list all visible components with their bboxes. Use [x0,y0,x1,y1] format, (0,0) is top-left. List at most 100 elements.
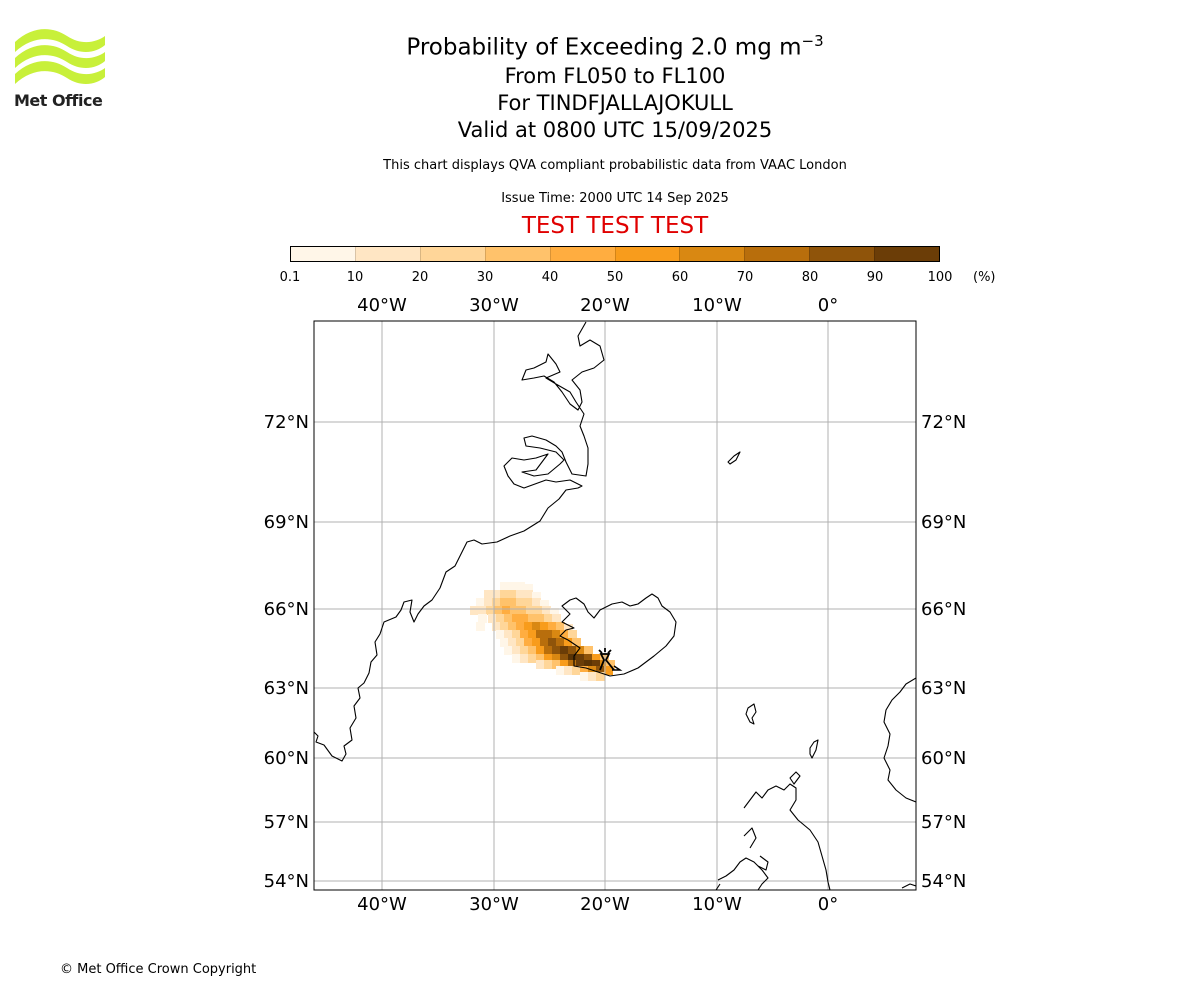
plume-cell [524,584,533,593]
plume-cell [496,630,505,639]
map-graticule [314,321,916,890]
plume-cell [524,622,533,631]
plume-cell [516,622,525,631]
plume-cell [500,638,509,647]
coastline-ireland [715,857,769,890]
copyright-notice: © Met Office Crown Copyright [60,962,257,977]
test-banner: TEST TEST TEST [521,213,709,239]
plume-cell [564,638,573,647]
longitude-label: 40°W [357,295,407,316]
plume-cell [512,630,521,639]
plume-cell [494,606,503,615]
longitude-label: 30°W [469,894,519,915]
plume-cell [486,606,495,615]
met-office-logo [15,29,105,85]
coastline-faroes [745,703,757,725]
plume-cell [526,606,535,615]
coastline-iceland [559,593,677,677]
plume-cell [478,614,487,623]
coastline-jan-mayen [727,451,741,465]
plume-cell [572,666,581,675]
plume-cell [540,638,549,647]
plume-cell [518,606,527,615]
plume-cell [560,654,569,663]
latitude-label: 72°N [264,412,309,433]
coastline-scotland [743,783,831,890]
plume-cell [576,654,585,663]
longitude-label: 20°W [580,894,630,915]
colorbar-segment [291,247,355,261]
latitude-label: 66°N [264,599,309,620]
plume-cell [556,622,565,631]
plume-cell [492,598,501,607]
plume-cell [528,614,537,623]
plume-cell [584,654,593,663]
colorbar-tick-label: 70 [736,270,754,285]
colorbar-segment [679,247,745,261]
coastline-norway [883,677,916,889]
plume-cell [536,654,545,663]
coastline-orkney [789,771,801,785]
longitude-label: 10°W [692,295,742,316]
ash-probability-plume [470,582,615,681]
plume-cell [548,638,557,647]
plume-cell [504,614,513,623]
valid-time: Valid at 0800 UTC 15/09/2025 [457,117,773,142]
plume-cell [540,600,549,609]
plume-cell [516,582,525,591]
plume-cell [560,630,569,639]
plume-cell [524,598,533,607]
plume-cell [568,654,577,663]
latitude-label: 69°N [921,512,966,533]
title-text: Probability of Exceeding 2.0 mg m [406,34,802,61]
colorbar-tick-label: 30 [476,270,494,285]
plume-cell [520,654,529,663]
longitude-label: 10°W [692,894,742,915]
plume-cell [544,646,553,655]
plume-cell [552,614,561,623]
plume-cell [596,672,605,681]
plume-cell [500,622,509,631]
plume-cell [470,606,479,615]
plume-cell [502,606,511,615]
colorbar-tick-label: 40 [541,270,559,285]
plume-cell [512,654,521,663]
plume-cell [516,598,525,607]
map-axis-labels: 40°W 40°W 30°W 30°W 20°W 20°W 10°W 10°W 0° 0° 72°N… [264,295,967,915]
latitude-label: 60°N [921,748,966,769]
plume-cell [510,606,519,615]
plume-cell [572,638,581,647]
latitude-label: 63°N [264,678,309,699]
plume-cell [532,592,541,601]
colorbar-segment [744,247,810,261]
title-superscript: −3 [801,32,824,50]
plume-cell [540,622,549,631]
plume-cell [604,666,613,675]
wave-icon [15,29,105,85]
plume-cell [584,646,593,655]
plume-cell [520,614,529,623]
plume-cell [548,622,557,631]
colorbar-tick-label: 50 [606,270,624,285]
longitude-label: 20°W [580,295,630,316]
plume-cell [544,660,553,669]
colorbar-segment [809,247,875,261]
plume-cell [544,614,553,623]
latitude-label: 66°N [921,599,966,620]
plume-cell [532,622,541,631]
plume-cell [532,598,541,607]
plume-cell [576,646,585,655]
chart-description: This chart displays QVA compliant probab… [383,158,847,173]
plume-cell [520,630,529,639]
plume-cell [576,660,585,669]
longitude-label: 30°W [469,295,519,316]
plume-cell [544,654,553,663]
plume-cell [524,638,533,647]
plume-cell [476,622,485,631]
plume-cell [556,638,565,647]
colorbar [290,246,940,262]
plume-cell [564,624,573,633]
plume-cell [516,638,525,647]
plume-cell [508,622,517,631]
plume-cell [592,654,601,663]
